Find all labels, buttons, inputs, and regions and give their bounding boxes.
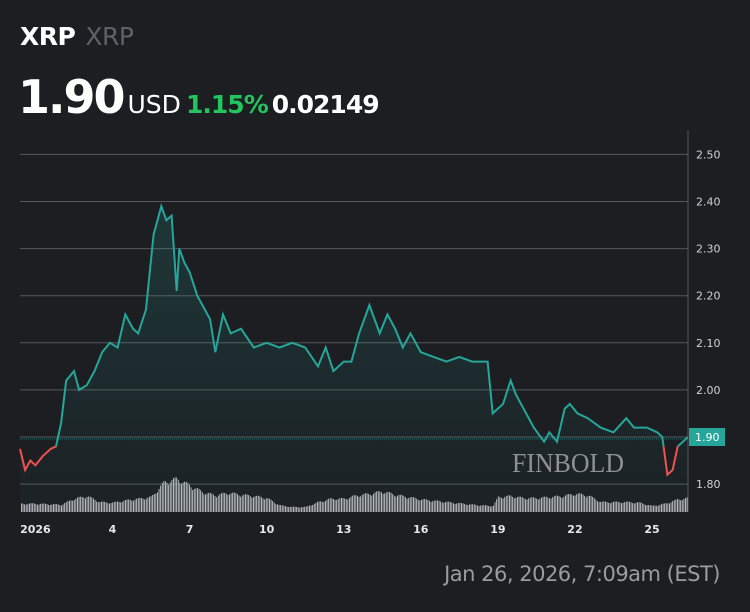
asset-title: XRP XRP: [20, 22, 134, 51]
currency: USD: [127, 90, 181, 119]
x-tick-label: 13: [336, 523, 351, 536]
y-tick-label: 2.20: [696, 290, 721, 303]
price-area: [20, 206, 688, 512]
timestamp: Jan 26, 2026, 7:09am (EST): [444, 562, 720, 586]
y-tick-label: 2.00: [696, 384, 721, 397]
asset-symbol: XRP: [20, 22, 76, 51]
current-price: 1.90: [18, 70, 125, 124]
x-tick-label: 10: [259, 523, 275, 536]
x-tick-label: 19: [490, 523, 505, 536]
price-row: 1.90 USD 1.15% 0.02149: [18, 70, 380, 124]
price-line-up: [53, 202, 689, 447]
last-price-label: 1.90: [695, 431, 720, 444]
x-tick-label: 16: [413, 523, 429, 536]
y-tick-label: 2.10: [696, 337, 721, 350]
last-price-badge: [689, 428, 725, 446]
change-percent: 1.15%: [186, 90, 269, 119]
change-absolute: 0.02149: [271, 90, 380, 119]
x-tick-label: 25: [644, 523, 659, 536]
x-tick-label: 4: [109, 523, 117, 536]
x-tick-label: 22: [567, 523, 582, 536]
x-tick-label: 7: [186, 523, 194, 536]
y-tick-label: 2.30: [696, 243, 721, 256]
finbold-watermark: FINBOLD: [512, 448, 624, 478]
asset-name: XRP: [85, 22, 134, 51]
y-tick-label: 2.50: [696, 148, 721, 161]
y-tick-label: 1.80: [696, 478, 721, 491]
x-tick-label: 2026: [20, 523, 51, 536]
y-tick-label: 2.40: [696, 196, 721, 209]
